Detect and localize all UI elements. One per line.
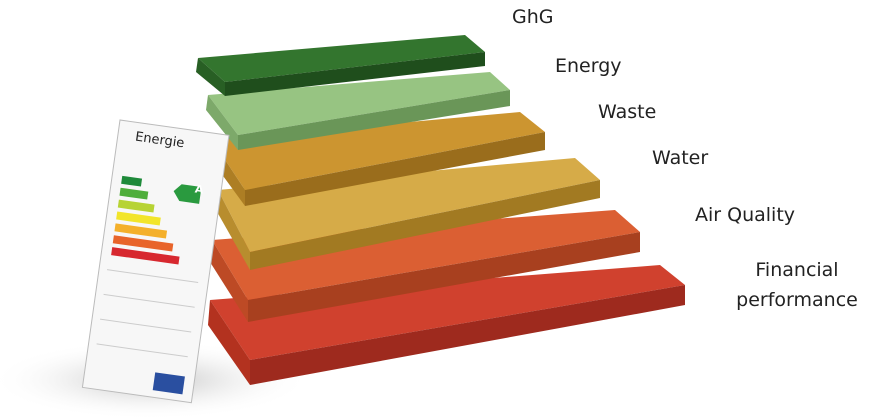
label: Waste: [598, 101, 657, 123]
label: GhG: [512, 6, 554, 28]
label: Water: [652, 147, 709, 169]
label: Energy: [555, 55, 622, 77]
slab-financial: [208, 265, 685, 385]
tag-rating: A: [194, 182, 205, 197]
label: Air Quality: [695, 204, 796, 226]
label: Financial performance: [736, 259, 858, 311]
slab-energy: [206, 72, 510, 150]
energy-tag: [81, 119, 230, 404]
slab-ghg: [196, 35, 485, 96]
